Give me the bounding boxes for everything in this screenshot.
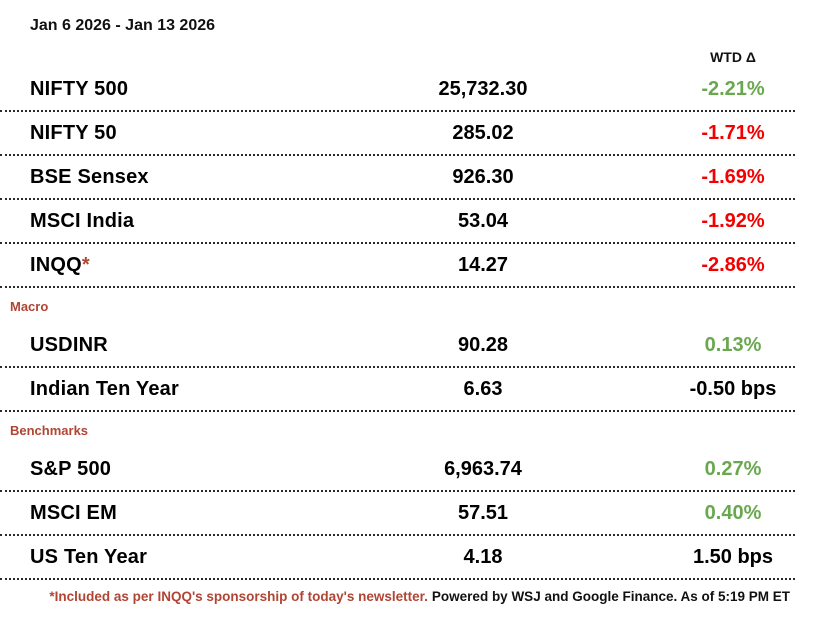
instrument-label-text: S&P 500 bbox=[30, 457, 112, 480]
table-row: MSCI India 53.04 -1.92% bbox=[0, 200, 795, 244]
footer: *Included as per INQQ's sponsorship of t… bbox=[0, 589, 790, 604]
wtd-change-cell: -2.86% bbox=[701, 253, 765, 276]
instrument-label: S&P 500 bbox=[10, 458, 310, 481]
wtd-change-cell: 1.50 bps bbox=[692, 545, 774, 568]
table-row: S&P 500 6,963.74 0.27% bbox=[0, 448, 795, 492]
table-row: Indian Ten Year 6.63 -0.50 bps bbox=[0, 368, 795, 412]
instrument-label-text: US Ten Year bbox=[30, 545, 148, 568]
instrument-label-text: NIFTY 500 bbox=[30, 77, 129, 100]
value-cell: 53.04 bbox=[457, 209, 509, 232]
instrument-label: MSCI India bbox=[10, 210, 310, 233]
date-range: Jan 6 2026 - Jan 13 2026 bbox=[30, 17, 216, 34]
instrument-label-text: BSE Sensex bbox=[30, 165, 149, 188]
wtd-change-cell: 0.13% bbox=[704, 333, 762, 356]
table-row: INQQ* 14.27 -2.86% bbox=[0, 244, 795, 288]
instrument-label: US Ten Year bbox=[10, 546, 310, 569]
value-cell: 57.51 bbox=[457, 501, 509, 524]
section-header-label: Benchmarks bbox=[10, 422, 89, 438]
wtd-change-cell: -1.71% bbox=[701, 121, 765, 144]
instrument-label-text: USDINR bbox=[30, 333, 108, 356]
instrument-label-text: MSCI India bbox=[30, 209, 135, 232]
wtd-change-cell: 0.40% bbox=[704, 501, 762, 524]
instrument-label: MSCI EM bbox=[10, 502, 310, 525]
table-row: USDINR 90.28 0.13% bbox=[0, 324, 795, 368]
sponsor-asterisk: * bbox=[81, 253, 90, 276]
instrument-label-text: Indian Ten Year bbox=[30, 377, 179, 400]
table-body: NIFTY 500 25,732.30 -2.21% NIFTY 50 285.… bbox=[0, 68, 795, 580]
table-row: BSE Sensex 926.30 -1.69% bbox=[0, 156, 795, 200]
instrument-label: NIFTY 500 bbox=[10, 78, 310, 101]
wtd-change-cell: 0.27% bbox=[704, 457, 762, 480]
instrument-label: NIFTY 50 bbox=[10, 122, 310, 145]
instrument-label: INQQ* bbox=[10, 254, 310, 277]
value-cell: 14.27 bbox=[457, 253, 509, 276]
value-cell: 6,963.74 bbox=[444, 457, 522, 480]
table-row: NIFTY 500 25,732.30 -2.21% bbox=[0, 68, 795, 112]
value-cell: 285.02 bbox=[452, 121, 514, 144]
section-header-label: Macro bbox=[10, 298, 49, 314]
section-header: Benchmarks bbox=[0, 412, 795, 448]
wtd-delta-column-header: WTD Δ bbox=[710, 49, 756, 65]
instrument-label-text: MSCI EM bbox=[30, 501, 117, 524]
value-cell: 6.63 bbox=[463, 377, 503, 400]
instrument-label: USDINR bbox=[10, 334, 310, 357]
instrument-label: Indian Ten Year bbox=[10, 378, 310, 401]
column-header-row: WTD Δ bbox=[0, 36, 795, 68]
sponsor-note: *Included as per INQQ's sponsorship of t… bbox=[49, 589, 428, 604]
value-cell: 25,732.30 bbox=[438, 77, 528, 100]
attribution: Powered by WSJ and Google Finance. As of… bbox=[431, 589, 790, 604]
value-cell: 90.28 bbox=[457, 333, 509, 356]
table-row: MSCI EM 57.51 0.40% bbox=[0, 492, 795, 536]
section-header: Macro bbox=[0, 288, 795, 324]
value-cell: 4.18 bbox=[463, 545, 503, 568]
wtd-change-cell: -1.92% bbox=[701, 209, 765, 232]
instrument-label-text: NIFTY 50 bbox=[30, 121, 117, 144]
wtd-change-cell: -1.69% bbox=[701, 165, 765, 188]
instrument-label: BSE Sensex bbox=[10, 166, 310, 189]
instrument-label-text: INQQ bbox=[30, 253, 82, 276]
table-row: NIFTY 50 285.02 -1.71% bbox=[0, 112, 795, 156]
value-cell: 926.30 bbox=[452, 165, 514, 188]
table-row: US Ten Year 4.18 1.50 bps bbox=[0, 536, 795, 580]
wtd-change-cell: -2.21% bbox=[701, 77, 765, 100]
wtd-change-cell: -0.50 bps bbox=[689, 377, 777, 400]
